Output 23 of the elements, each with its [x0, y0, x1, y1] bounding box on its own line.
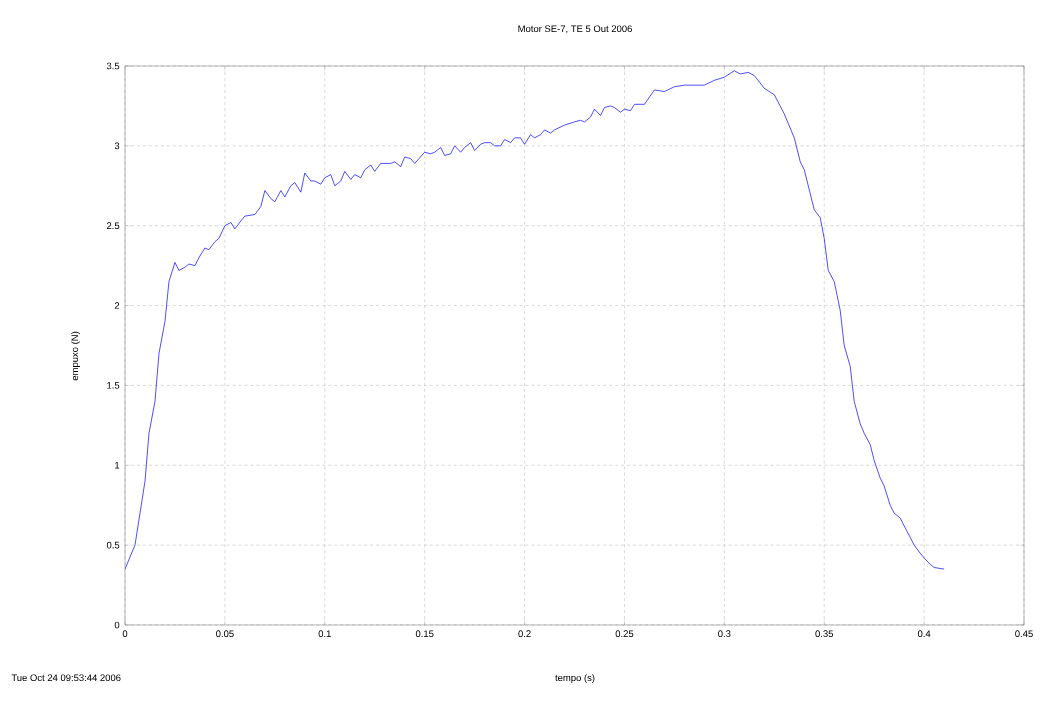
x-tick-label: 0.4: [917, 630, 931, 638]
x-tick-label: 0: [122, 630, 128, 638]
y-tick-label: 3.5: [106, 62, 120, 70]
y-tick-label: 0.5: [106, 541, 120, 549]
x-tick-label: 0.1: [318, 630, 331, 638]
x-tick-label: 0.45: [1015, 630, 1033, 638]
y-tick-label: 2: [114, 302, 120, 309]
x-axis-title: tempo (s): [555, 674, 595, 683]
x-tick-label: 0.05: [216, 630, 234, 638]
y-tick-label: 1: [115, 462, 120, 469]
x-tick-label: 0.15: [415, 630, 434, 638]
x-tick-label: 0.35: [815, 630, 834, 638]
y-axis-title: empuxo (N): [71, 331, 80, 381]
chart-title: Motor SE-7, TE 5 Out 2006: [518, 25, 632, 34]
y-tick-label: 0: [114, 621, 120, 629]
x-tick-label: 0.2: [518, 630, 531, 638]
y-tick-label: 2.5: [106, 222, 120, 230]
y-tick-label: 1.5: [107, 382, 120, 389]
text: Tue Oct 24 09:53:44 2006: [11, 674, 121, 682]
line-series: [125, 70, 945, 570]
x-tick-label: 0.3: [718, 630, 731, 638]
x-tick-label: 0.25: [615, 630, 634, 638]
y-tick-label: 3: [114, 142, 120, 150]
